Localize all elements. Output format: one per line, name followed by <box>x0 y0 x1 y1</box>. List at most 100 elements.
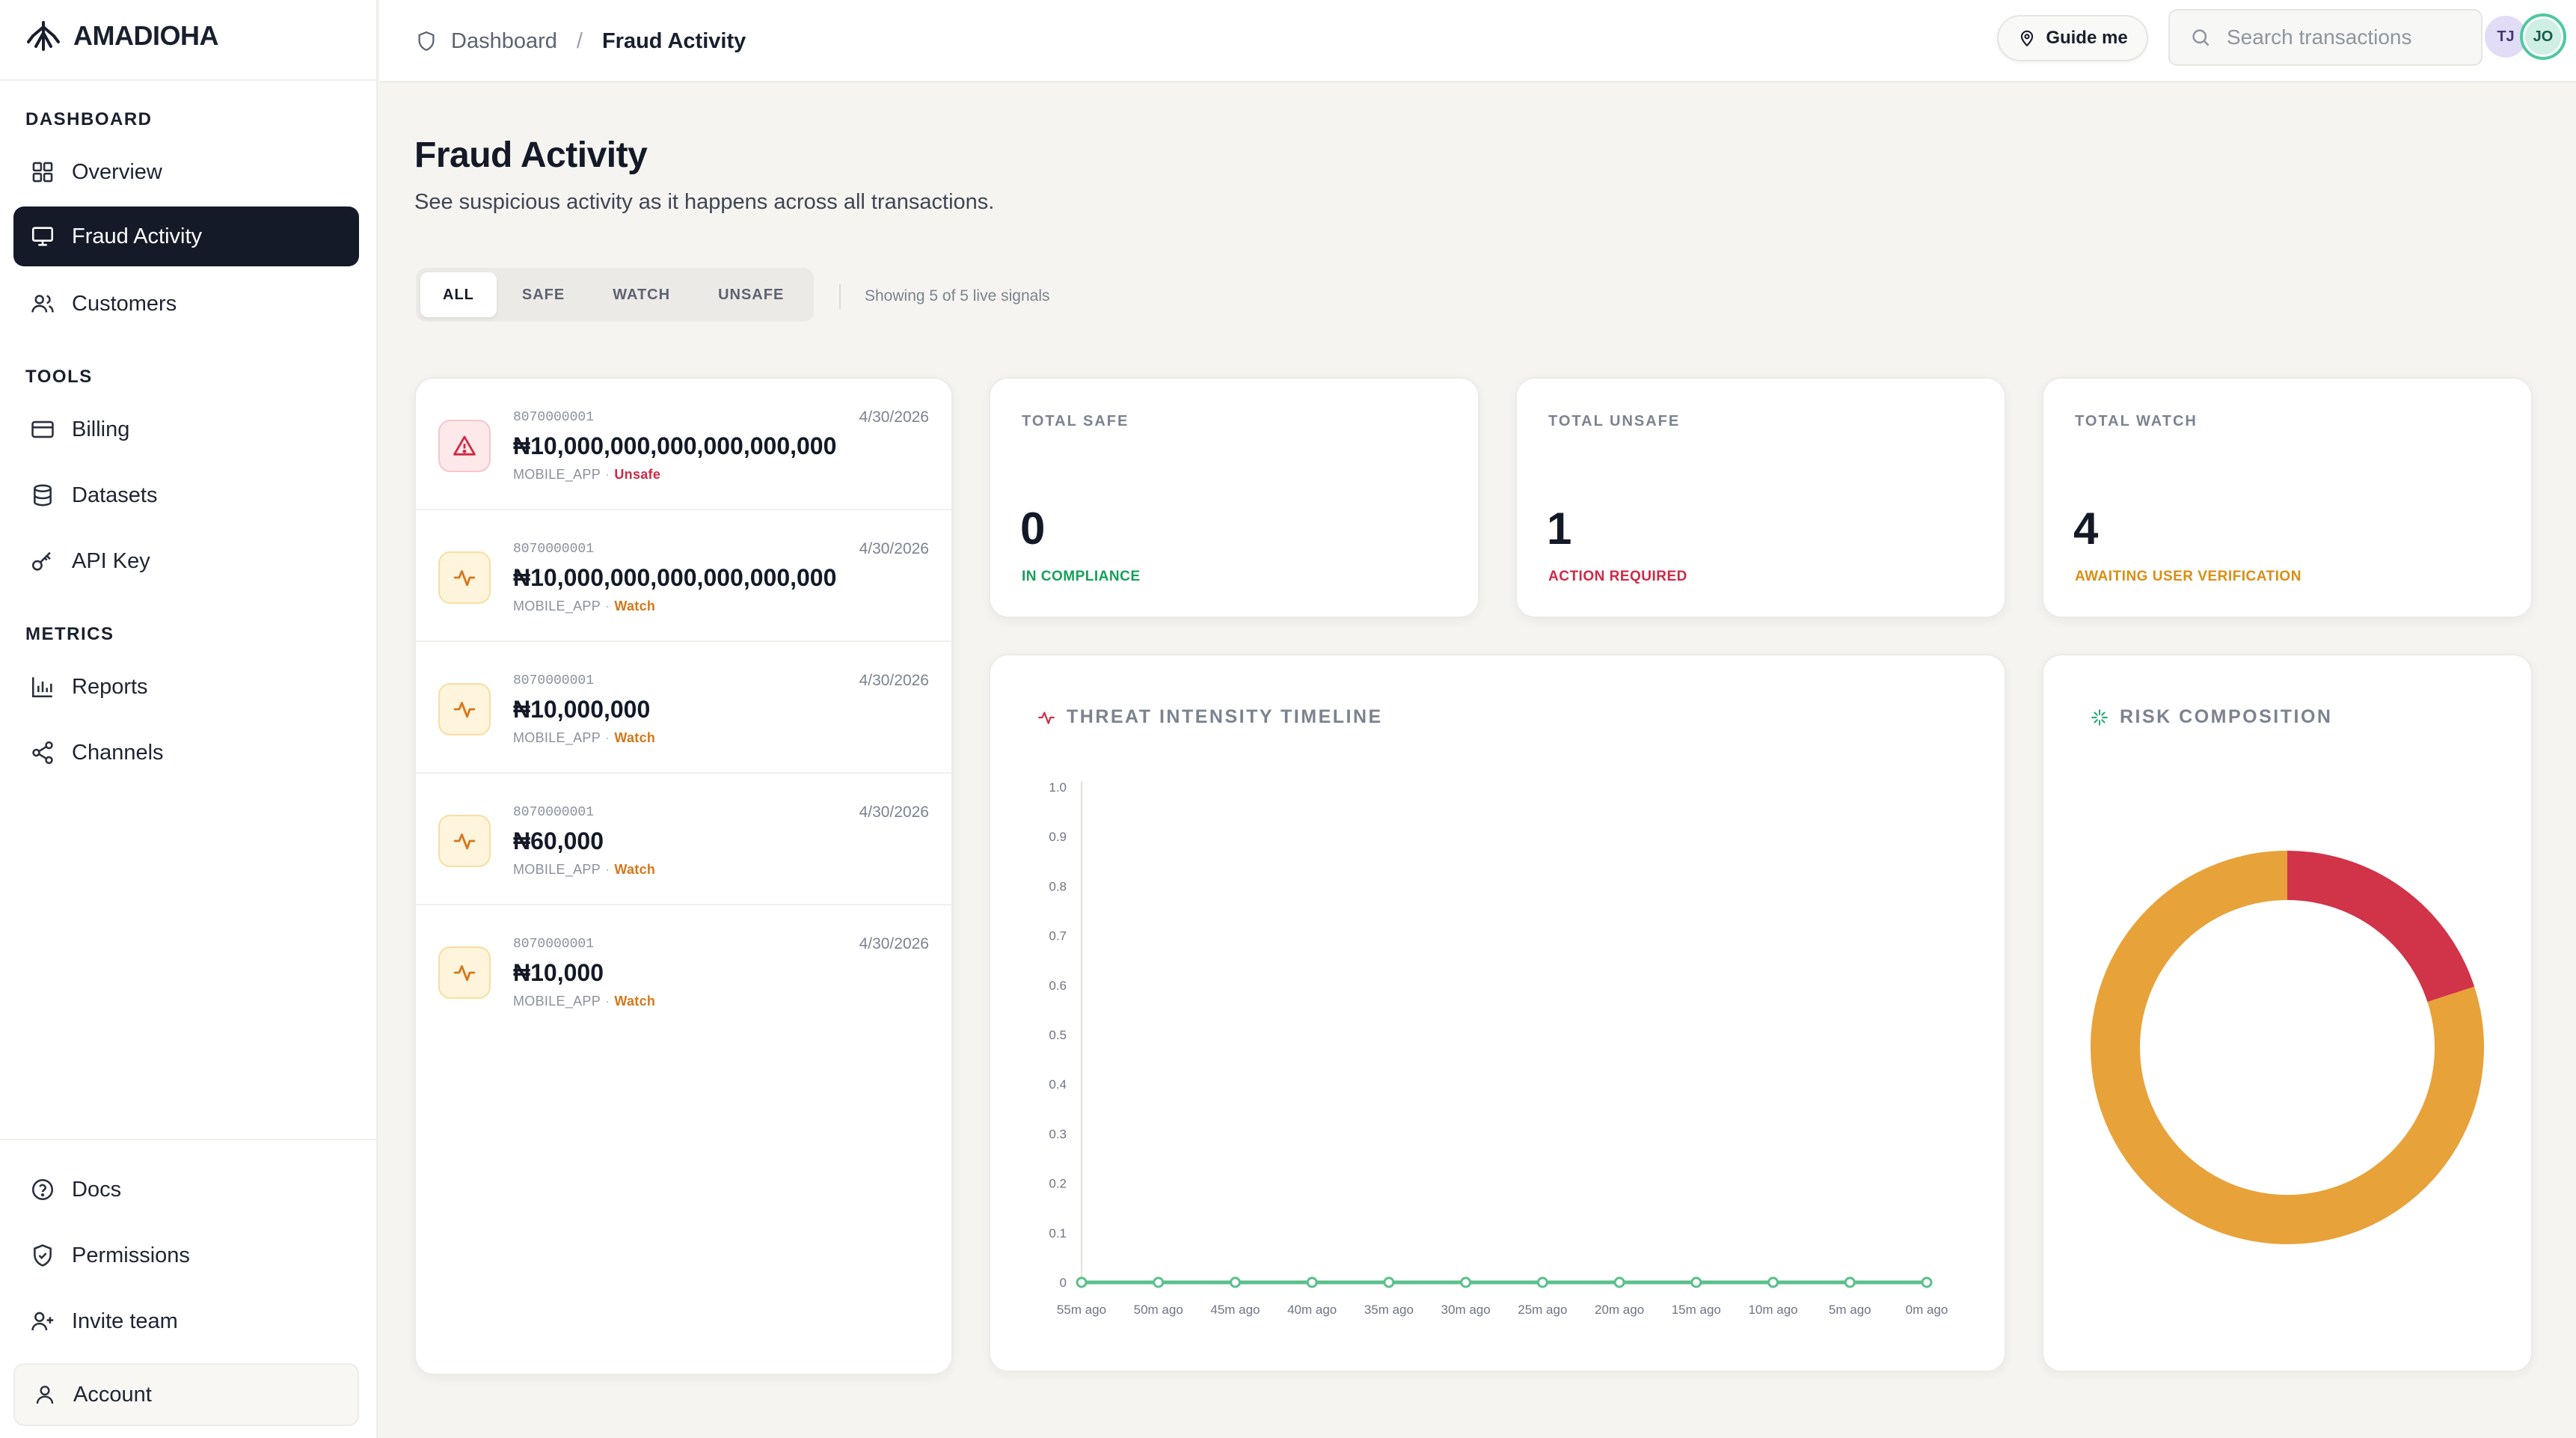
stat-caption: AWAITING USER VERIFICATION <box>2075 569 2301 584</box>
data-point[interactable] <box>1690 1276 1702 1288</box>
y-tick-label: 0.4 <box>1049 1077 1067 1092</box>
transaction-date: 4/30/2026 <box>859 804 929 821</box>
stat-card-total-unsafe: TOTAL UNSAFE 1 ACTION REQUIRED <box>1515 377 2006 618</box>
data-point[interactable] <box>1613 1276 1625 1288</box>
transaction-row[interactable]: 8070000001 4/30/2026 ₦10,000,000,000,000… <box>416 510 951 642</box>
brand[interactable]: AMADIOHA <box>25 19 218 52</box>
amadioha-logo-icon <box>27 21 60 51</box>
shield-check-icon <box>34 1244 52 1267</box>
x-tick-label: 50m ago <box>1134 1303 1183 1317</box>
x-tick-label: 25m ago <box>1518 1303 1567 1317</box>
sidebar-item-reports[interactable]: Reports <box>13 657 359 717</box>
activity-icon <box>438 815 491 867</box>
transaction-ref: 8070000001 <box>513 937 595 952</box>
data-point[interactable] <box>1844 1276 1856 1288</box>
grid-icon <box>32 162 53 183</box>
breadcrumb-dashboard[interactable]: Dashboard <box>451 28 557 53</box>
stat-label: TOTAL WATCH <box>2075 413 2198 429</box>
section-title-metrics: METRICS <box>25 624 114 644</box>
transaction-meta: MOBILE_APP · Watch <box>513 862 656 877</box>
section-title-dashboard: DASHBOARD <box>25 109 153 129</box>
search-icon <box>2192 29 2209 46</box>
x-tick-label: 40m ago <box>1287 1303 1337 1317</box>
sidebar-item-customers[interactable]: Customers <box>13 274 359 334</box>
shield-icon <box>418 31 435 52</box>
users-icon <box>31 295 54 313</box>
activity-icon <box>438 551 491 604</box>
y-tick-label: 1.0 <box>1049 780 1067 795</box>
status-filter-tabs: ALL SAFE WATCH UNSAFE <box>416 268 814 322</box>
filter-tab-unsafe[interactable]: UNSAFE <box>718 286 785 303</box>
transaction-amount: ₦60,000 <box>513 827 604 854</box>
activity-icon <box>438 946 491 999</box>
key-icon <box>31 551 51 571</box>
risk-composition-card: RISK COMPOSITION <box>2042 654 2533 1372</box>
sidebar-item-label: Reports <box>72 674 148 699</box>
transaction-row[interactable]: 8070000001 4/30/2026 ₦60,000 MOBILE_APP ·… <box>416 774 951 905</box>
x-tick-label: 35m ago <box>1364 1303 1414 1317</box>
divider <box>839 284 841 310</box>
sidebar-item-fraud-activity[interactable]: Fraud Activity <box>13 206 359 266</box>
alert-triangle-icon <box>438 420 491 472</box>
status-badge: Unsafe <box>614 467 661 482</box>
sidebar-item-label: Invite team <box>72 1309 178 1333</box>
donut-slice[interactable] <box>2287 851 2475 1003</box>
guide-me-label: Guide me <box>2046 28 2128 48</box>
transaction-channel: MOBILE_APP <box>513 994 601 1009</box>
data-point[interactable] <box>1229 1276 1241 1288</box>
sidebar-item-label: API Key <box>72 548 150 573</box>
data-point[interactable] <box>1921 1276 1933 1288</box>
sidebar-item-api-key[interactable]: API Key <box>13 531 359 591</box>
transaction-row[interactable]: 8070000001 4/30/2026 ₦10,000 MOBILE_APP ·… <box>416 905 951 1037</box>
transaction-row[interactable]: 8070000001 4/30/2026 ₦10,000,000 MOBILE_… <box>416 642 951 774</box>
stat-value: 1 <box>1547 504 1572 554</box>
sidebar-item-datasets[interactable]: Datasets <box>13 465 359 525</box>
sidebar-item-billing[interactable]: Billing <box>13 400 359 459</box>
data-point[interactable] <box>1076 1276 1088 1288</box>
transaction-ref: 8070000001 <box>513 805 595 820</box>
transaction-date: 4/30/2026 <box>859 409 929 426</box>
account-button[interactable]: Account <box>13 1363 359 1426</box>
status-badge: Watch <box>614 994 656 1009</box>
top-bar: Dashboard / Fraud Activity Guide me TJ J… <box>379 0 2576 82</box>
sidebar-item-overview[interactable]: Overview <box>13 142 359 202</box>
data-point[interactable] <box>1767 1276 1779 1288</box>
y-tick-label: 0.7 <box>1049 929 1067 943</box>
transaction-row[interactable]: 8070000001 4/30/2026 ₦10,000,000,000,000… <box>416 379 951 510</box>
search-box[interactable] <box>2168 9 2483 66</box>
monitor-icon <box>31 227 54 246</box>
transaction-amount: ₦10,000,000,000,000,000,000 <box>513 564 837 591</box>
filter-tab-safe[interactable]: SAFE <box>521 286 565 303</box>
stat-value: 4 <box>2073 504 2099 554</box>
data-point[interactable] <box>1536 1276 1548 1288</box>
chart-title: RISK COMPOSITION <box>2090 706 2332 728</box>
transaction-amount: ₦10,000,000,000,000,000,000 <box>513 432 837 459</box>
chart-title-text: THREAT INTENSITY TIMELINE <box>1067 706 1383 727</box>
data-point[interactable] <box>1460 1276 1472 1288</box>
sidebar-item-channels[interactable]: Channels <box>13 723 359 783</box>
data-point[interactable] <box>1383 1276 1395 1288</box>
x-tick-label: 15m ago <box>1672 1303 1721 1317</box>
sidebar-item-invite-team[interactable]: Invite team <box>13 1291 359 1351</box>
avatar-jo[interactable]: JO <box>2520 13 2566 60</box>
data-point[interactable] <box>1306 1276 1318 1288</box>
data-point[interactable] <box>1153 1276 1165 1288</box>
guide-me-button[interactable]: Guide me <box>1997 15 2148 61</box>
transaction-feed: 8070000001 4/30/2026 ₦10,000,000,000,000… <box>414 377 953 1375</box>
sidebar-item-docs[interactable]: Docs <box>13 1160 359 1220</box>
filter-tab-watch[interactable]: WATCH <box>613 286 671 303</box>
status-badge: Watch <box>614 599 656 614</box>
sparkle-icon <box>2091 709 2108 726</box>
donut-slice[interactable] <box>2091 851 2484 1244</box>
brand-name: AMADIOHA <box>73 20 218 51</box>
sidebar-item-permissions[interactable]: Permissions <box>13 1226 359 1285</box>
sidebar-item-label: Customers <box>72 291 177 316</box>
filter-tab-all[interactable]: ALL <box>420 272 497 317</box>
search-input[interactable] <box>2227 25 2466 49</box>
threat-timeline-card: 0 0.1 0.2 0.3 0.4 0.5 0.6 0.7 0.8 0.9 1.0 55m ago 50… <box>989 654 2006 1372</box>
transaction-meta: MOBILE_APP · Watch <box>513 730 656 745</box>
status-badge: Watch <box>614 862 656 877</box>
help-circle-icon <box>31 1178 54 1201</box>
activity-icon <box>1038 711 1055 724</box>
chart-title: THREAT INTENSITY TIMELINE <box>1037 706 1383 728</box>
